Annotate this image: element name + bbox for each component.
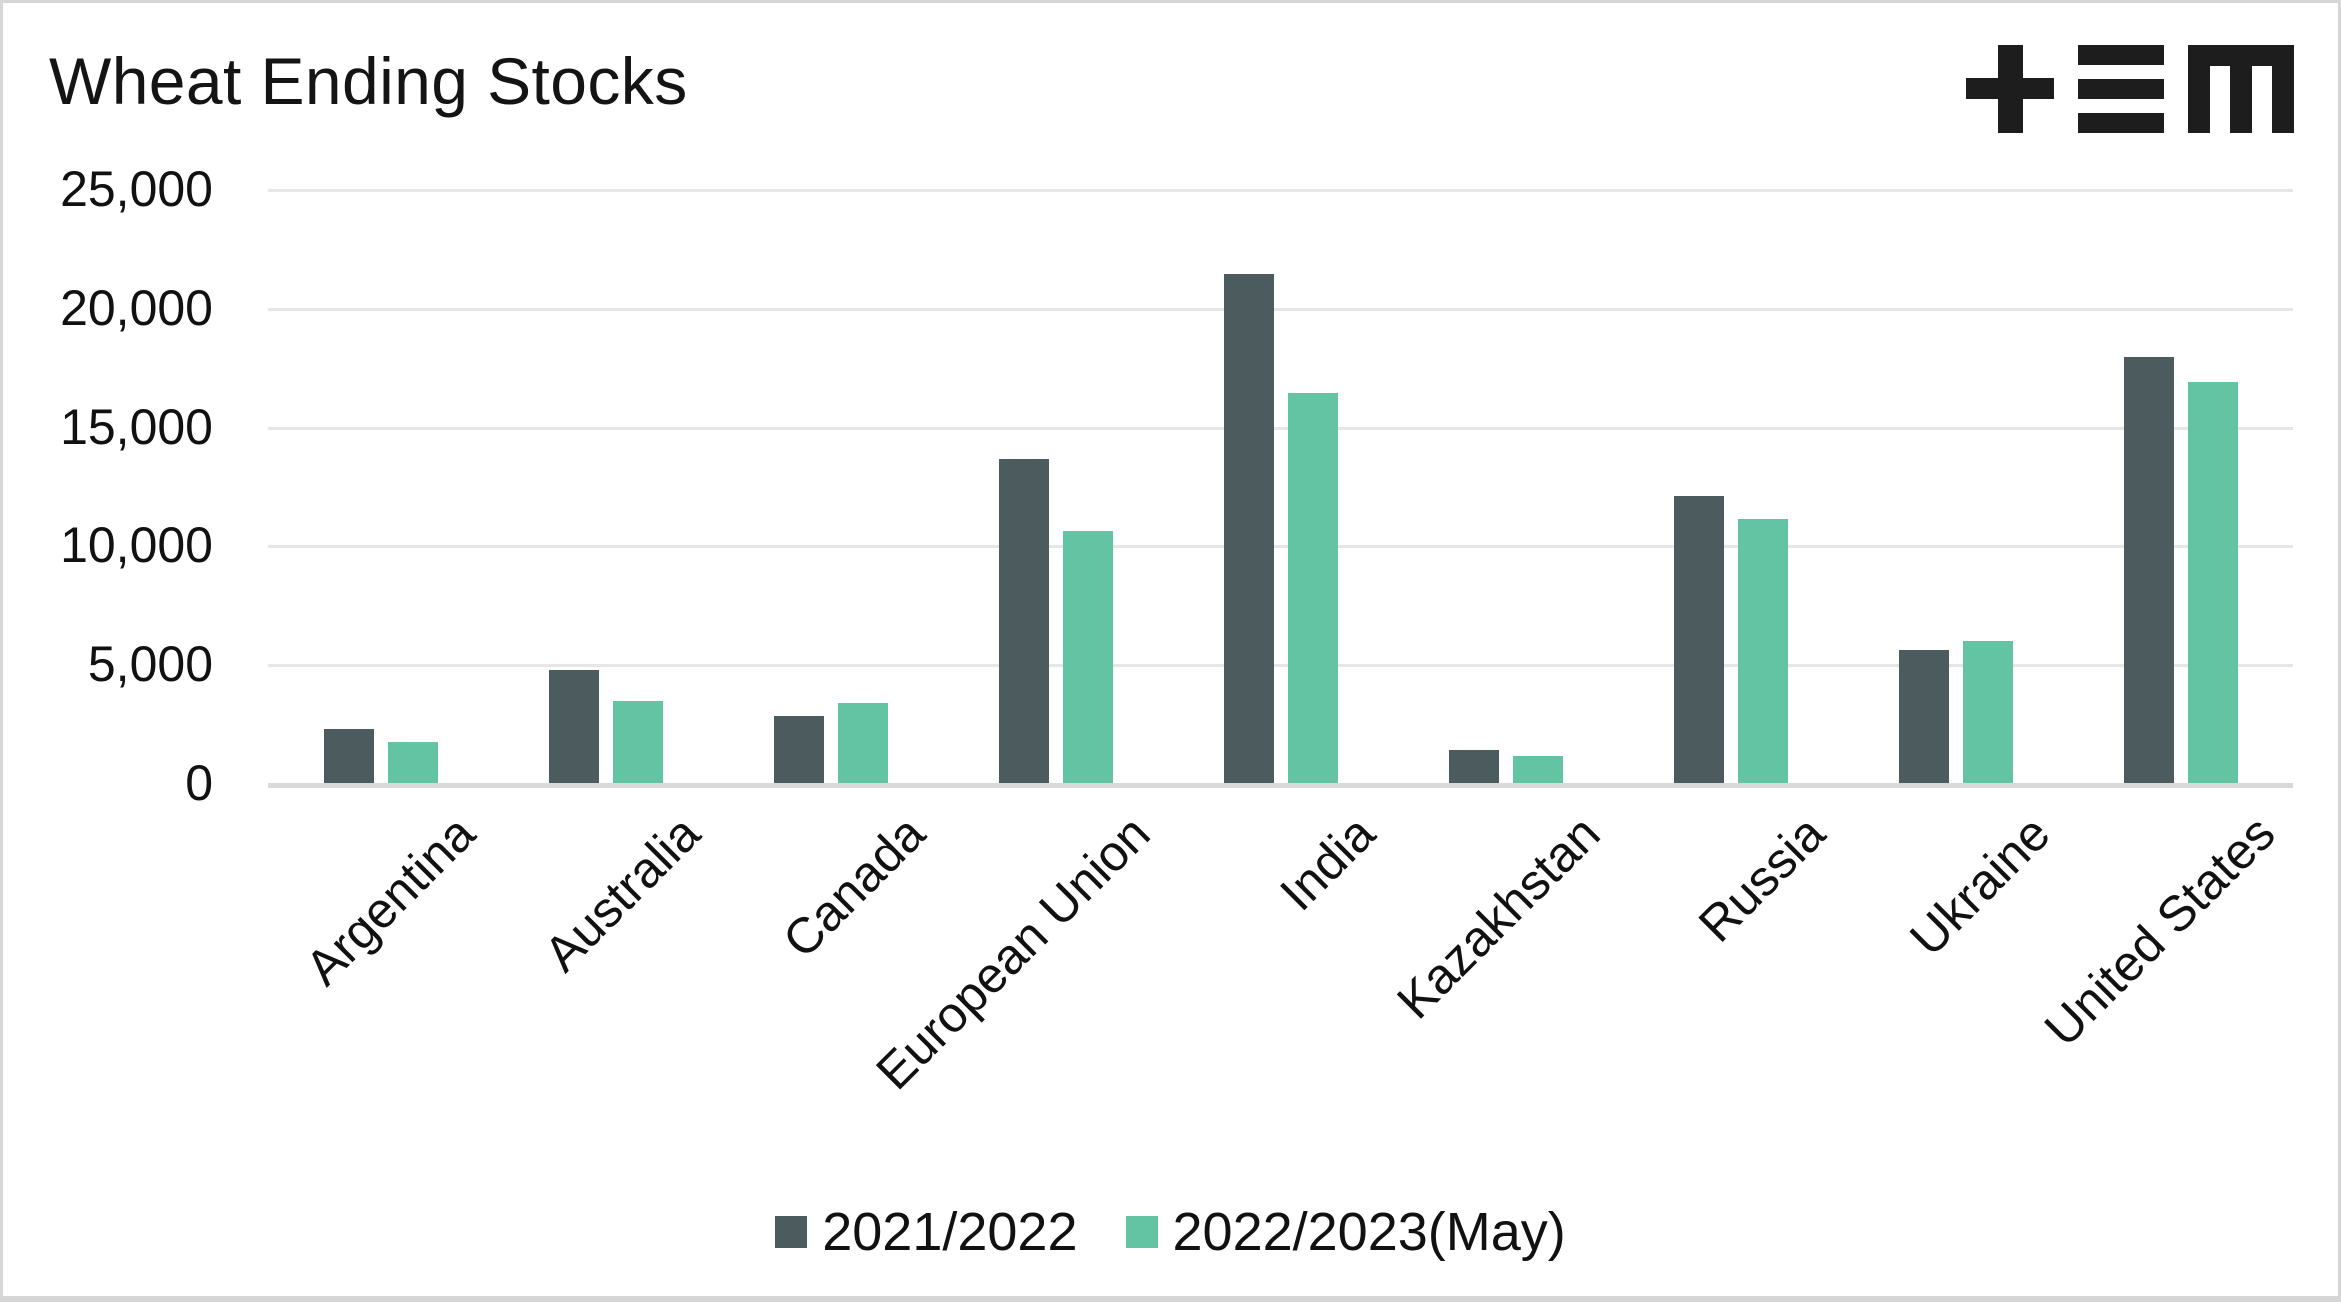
gridline: [268, 307, 2293, 311]
triple-bar-icon: [2078, 45, 2164, 133]
bar-argentina-curr: [387, 741, 438, 783]
plus-icon: [1966, 45, 2054, 133]
bar-argentina-prev: [323, 729, 374, 783]
y-axis-label: 0: [185, 755, 213, 811]
bar-european-union-prev: [998, 458, 1049, 783]
bar-canada-curr: [837, 702, 888, 783]
m-glyph-icon: [2188, 45, 2294, 133]
x-axis-baseline: [268, 783, 2293, 788]
legend-swatch: [775, 1216, 808, 1248]
gridline: [268, 426, 2293, 430]
bar-australia-prev: [548, 669, 599, 783]
legend-item: 2021/2022: [775, 1201, 1078, 1263]
legend-label: 2022/2023(May): [1172, 1202, 1566, 1262]
bar-india-curr: [1287, 392, 1338, 783]
y-axis-label: 10,000: [60, 517, 213, 574]
bar-ukraine-curr: [1962, 641, 2013, 783]
bar-kazakhstan-curr: [1512, 755, 1563, 783]
bar-india-prev: [1223, 274, 1274, 783]
gridline: [268, 664, 2293, 668]
plot-area: [268, 189, 2293, 783]
bar-russia-prev: [1673, 496, 1724, 783]
legend-swatch: [1125, 1216, 1158, 1248]
y-axis-label: 15,000: [60, 398, 213, 455]
bar-united-states-prev: [2123, 356, 2174, 783]
bar-ukraine-prev: [1898, 650, 1949, 783]
legend: 2021/2022 2022/2023(May): [3, 1201, 2338, 1263]
gridline: [268, 545, 2293, 549]
legend-label: 2021/2022: [822, 1202, 1078, 1262]
bar-australia-curr: [612, 701, 663, 783]
bar-kazakhstan-prev: [1448, 750, 1499, 783]
legend-item: 2022/2023(May): [1125, 1201, 1566, 1263]
bar-united-states-curr: [2187, 382, 2238, 783]
y-axis-label: 25,000: [60, 161, 213, 217]
bar-canada-prev: [773, 716, 824, 783]
bar-european-union-curr: [1062, 530, 1113, 783]
bar-russia-curr: [1737, 518, 1788, 783]
gridline: [268, 189, 2293, 192]
y-axis-label: 20,000: [60, 279, 213, 336]
tem-logo: [1966, 45, 2294, 133]
y-axis-label: 5,000: [87, 636, 213, 693]
chart-title: Wheat Ending Stocks: [49, 44, 688, 118]
